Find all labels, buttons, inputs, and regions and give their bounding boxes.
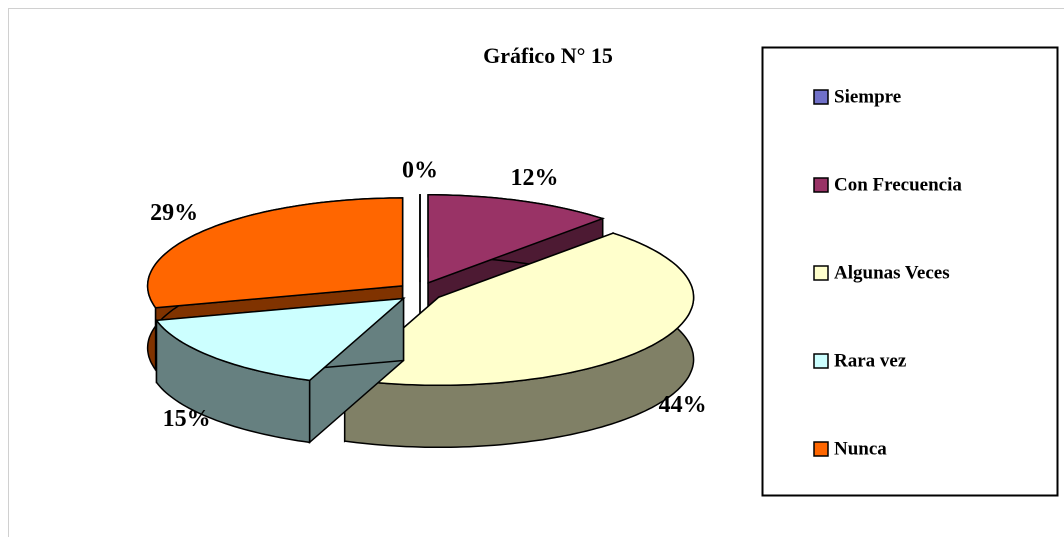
legend-swatch <box>813 177 829 193</box>
data-label: 15% <box>163 406 211 432</box>
slice <box>427 194 606 284</box>
legend-label: Algunas Veces <box>834 262 950 283</box>
legend-swatch <box>813 89 829 105</box>
data-label: 44% <box>659 392 707 418</box>
legend-swatch <box>813 353 829 369</box>
legend: Siempre Con Frecuencia Algunas Veces Rara v… <box>813 86 962 459</box>
slice <box>146 197 404 309</box>
slice <box>342 232 695 387</box>
slice <box>155 297 406 382</box>
legend-swatch <box>813 265 829 281</box>
legend-swatch <box>813 441 829 457</box>
legend-label: Siempre <box>834 86 901 107</box>
legend-box <box>761 46 1059 497</box>
data-label: 29% <box>150 200 198 226</box>
chart-title: Gráfico N° 15 <box>483 43 613 68</box>
data-label: 12% <box>511 165 559 191</box>
legend-label: Con Frecuencia <box>834 174 962 195</box>
legend-label: Nunca <box>834 438 887 459</box>
data-label: 0% <box>402 158 438 184</box>
legend-label: Rara vez <box>834 350 907 371</box>
pie <box>146 194 695 449</box>
